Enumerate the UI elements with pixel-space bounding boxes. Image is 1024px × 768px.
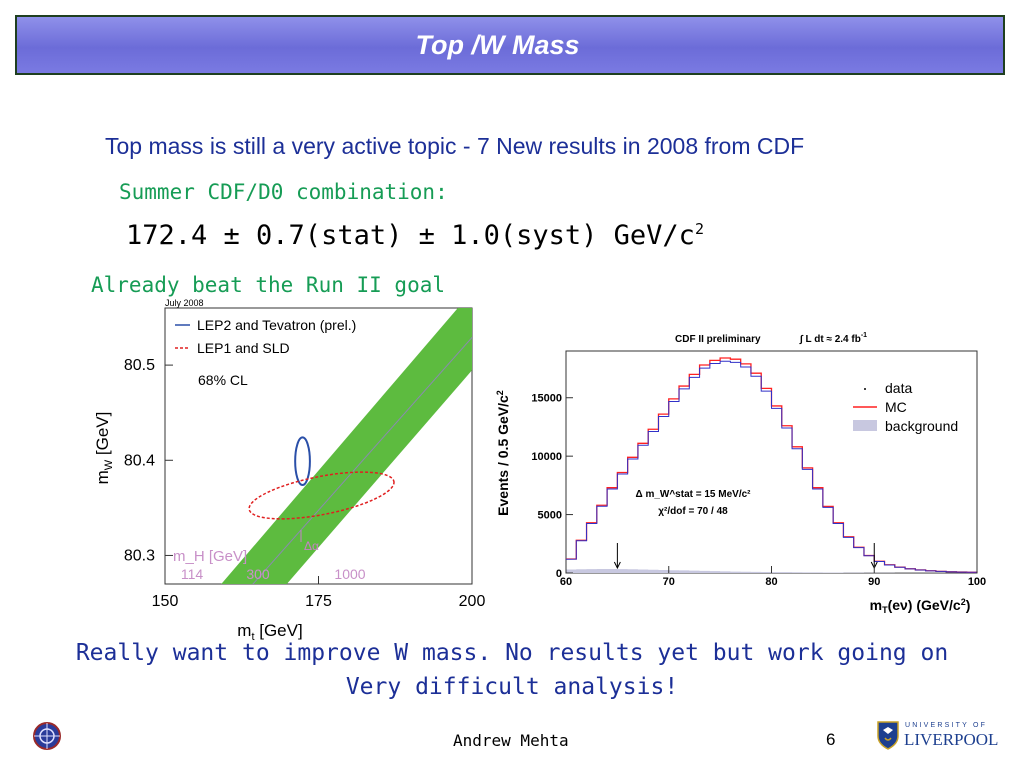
- university-of-text: UNIVERSITY OF: [905, 722, 988, 729]
- liverpool-text: LIVERPOOL: [904, 730, 999, 749]
- combination-result: 172.4 ± 0.7(stat) ± 1.0(syst) GeV/c2: [126, 220, 704, 251]
- y-tick-label: 80.3: [124, 547, 155, 564]
- mh-label: m_H [GeV]: [173, 548, 247, 565]
- legend-label: LEP1 and SLD: [197, 340, 290, 356]
- y-tick-label: 5000: [538, 510, 562, 522]
- chi2-note: χ²/dof = 70 / 48: [658, 506, 728, 517]
- higgs-mass-band: [221, 308, 472, 584]
- data-histogram: [565, 360, 978, 573]
- goal-note: Already beat the Run II goal: [91, 273, 446, 297]
- right-x-axis-label: mT(eν) (GeV/c2): [870, 597, 971, 615]
- delta-alpha-label: Δα: [304, 539, 319, 553]
- x-tick-label: 175: [305, 593, 332, 610]
- mt-distribution-chart: CDF II preliminary ∫ L dt ≈ 2.4 fb-1 60 7…: [495, 332, 986, 615]
- legend-swatch: [853, 420, 877, 431]
- left-y-axis-label: mW [GeV]: [93, 412, 115, 485]
- luminosity-label: ∫ L dt ≈ 2.4 fb-1: [799, 332, 867, 345]
- y-tick-label: 0: [556, 568, 562, 580]
- title-bar: Top /W Mass: [15, 15, 1005, 75]
- y-tick-label: 15000: [531, 393, 562, 405]
- right-chart-title: CDF II preliminary: [675, 334, 761, 345]
- x-tick-label: 70: [663, 576, 675, 588]
- combination-value: 172.4 ± 0.7(stat) ± 1.0(syst) GeV/c: [126, 220, 695, 251]
- mw-vs-mt-chart: July 2008 150 175 200 80.3 80.4 80.5 LEP2 and…: [93, 298, 486, 642]
- closing-line-1: Really want to improve W mass. No result…: [75, 640, 949, 666]
- y-tick-label: 10000: [531, 451, 562, 463]
- closing-line-2: Very difficult analysis!: [345, 674, 679, 700]
- left-x-axis-label: mt [GeV]: [237, 621, 302, 642]
- combination-exponent: 2: [694, 220, 704, 238]
- mh-value: 300: [246, 566, 270, 582]
- experiment-logo-icon: [33, 722, 61, 750]
- legend-label: LEP2 and Tevatron (prel.): [197, 317, 356, 333]
- fit-range-arrowhead: [613, 561, 621, 570]
- legend-label: background: [885, 418, 958, 434]
- cl-label: 68% CL: [198, 372, 248, 388]
- legend-label: MC: [885, 399, 907, 415]
- x-tick-label: 60: [560, 576, 572, 588]
- combination-label: Summer CDF/D0 combination:: [119, 180, 448, 204]
- contour-lep2-tevatron: [294, 436, 311, 487]
- mh-value: 1000: [334, 566, 365, 582]
- page-number: 6: [826, 730, 836, 749]
- intro-text: Top mass is still a very active topic - …: [105, 133, 805, 159]
- contour-lep1-sld: [248, 471, 395, 520]
- right-y-axis-label: Events / 0.5 GeV/c2: [495, 390, 511, 516]
- legend-label: data: [885, 380, 912, 396]
- x-tick-label: 150: [152, 593, 179, 610]
- legend-swatch: [864, 388, 866, 390]
- x-tick-label: 200: [459, 593, 486, 610]
- x-tick-label: 90: [868, 576, 880, 588]
- stat-uncertainty-note: Δ m_W^stat = 15 MeV/c²: [635, 489, 751, 500]
- date-label: July 2008: [165, 298, 204, 308]
- liverpool-crest-icon: [877, 721, 899, 750]
- x-tick-label: 100: [968, 576, 986, 588]
- y-tick-label: 80.4: [124, 452, 155, 469]
- x-tick-label: 80: [765, 576, 777, 588]
- y-tick-label: 80.5: [124, 357, 155, 374]
- mh-value: 114: [181, 566, 204, 582]
- slide-title: Top /W Mass: [415, 29, 580, 60]
- author-name: Andrew Mehta: [453, 731, 569, 750]
